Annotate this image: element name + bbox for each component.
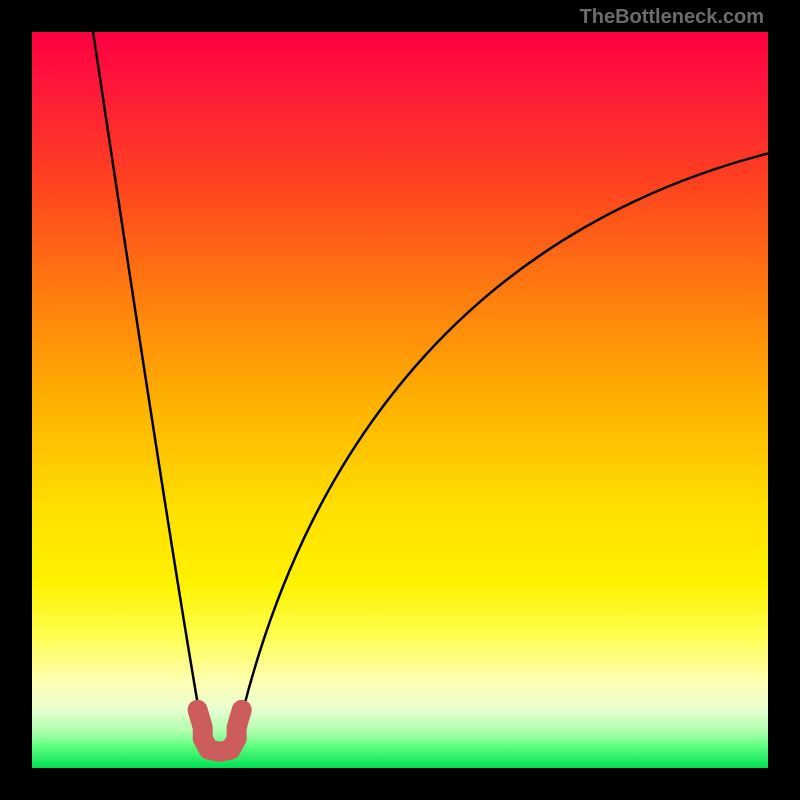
curve-left-branch	[93, 32, 207, 757]
watermark-text: TheBottleneck.com	[580, 6, 764, 29]
plot-area	[32, 32, 768, 768]
chart-container: TheBottleneck.com	[0, 0, 800, 800]
curve-layer	[32, 32, 768, 768]
curve-right-branch	[232, 153, 768, 757]
valley-marker	[198, 710, 242, 752]
